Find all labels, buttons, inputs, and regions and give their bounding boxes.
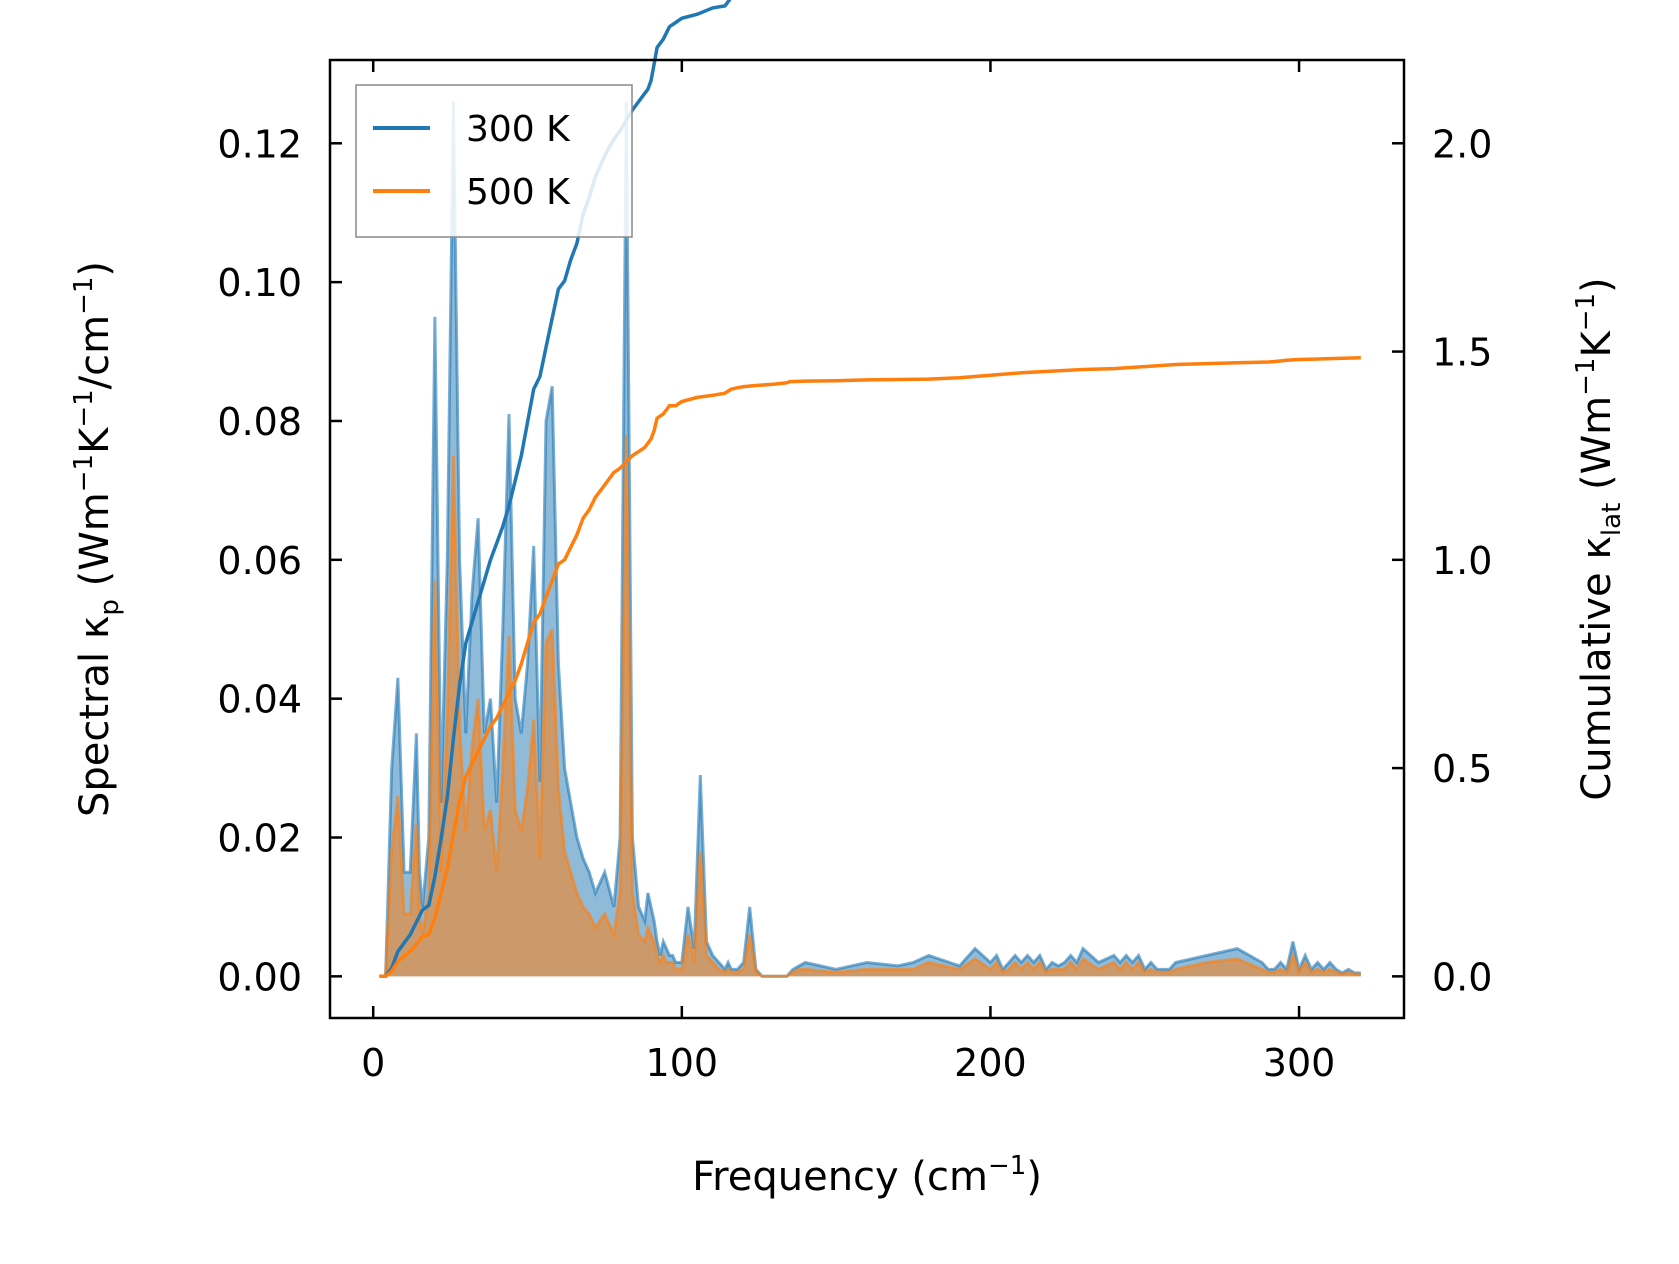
cumulative-line-500k bbox=[379, 356, 1361, 979]
y-right-tick-label: 0.5 bbox=[1432, 747, 1492, 791]
x-tick-label: 100 bbox=[646, 1041, 719, 1085]
data-lines bbox=[379, 0, 1361, 979]
x-axis-title: Frequency (cm−1) bbox=[692, 1151, 1042, 1200]
y-right-tick-label: 0.0 bbox=[1432, 955, 1492, 999]
y-left-axis-title: Spectral κp (Wm−1K−1/cm−1) bbox=[69, 261, 125, 817]
plot-frame bbox=[328, 58, 1406, 1020]
y-left-tick-label: 0.08 bbox=[217, 400, 302, 444]
y-left-tick-label: 0.00 bbox=[217, 955, 302, 999]
legend: 300 K 500 K bbox=[355, 84, 633, 238]
x-tick-label: 300 bbox=[1263, 1041, 1336, 1085]
x-tick-label: 0 bbox=[361, 1041, 385, 1085]
spectral-edge-500k bbox=[379, 434, 1361, 978]
cumulative-line-300k bbox=[379, 0, 732, 979]
spectral-fills bbox=[379, 101, 1361, 978]
y-right-tick-label: 1.5 bbox=[1432, 331, 1492, 375]
legend-label-300k: 300 K bbox=[466, 109, 571, 150]
y-left-tick-label: 0.02 bbox=[217, 817, 302, 861]
axis-ticks: 0 100 200 300 0.00 0.02 0.04 0.06 0.08 0.10 0.12 0.… bbox=[217, 60, 1492, 1085]
y-right-tick-label: 1.0 bbox=[1432, 539, 1492, 583]
y-right-axis-title: Cumulative κlat (Wm−1K−1) bbox=[1571, 277, 1627, 800]
legend-label-500k: 500 K bbox=[466, 172, 571, 213]
y-right-tick-label: 2.0 bbox=[1432, 122, 1492, 166]
y-left-tick-label: 0.12 bbox=[217, 122, 302, 166]
x-tick-label: 200 bbox=[954, 1041, 1027, 1085]
y-left-tick-label: 0.04 bbox=[217, 678, 302, 722]
y-left-tick-label: 0.06 bbox=[217, 539, 302, 583]
legend-box bbox=[355, 84, 633, 238]
y-left-tick-label: 0.10 bbox=[217, 261, 302, 305]
